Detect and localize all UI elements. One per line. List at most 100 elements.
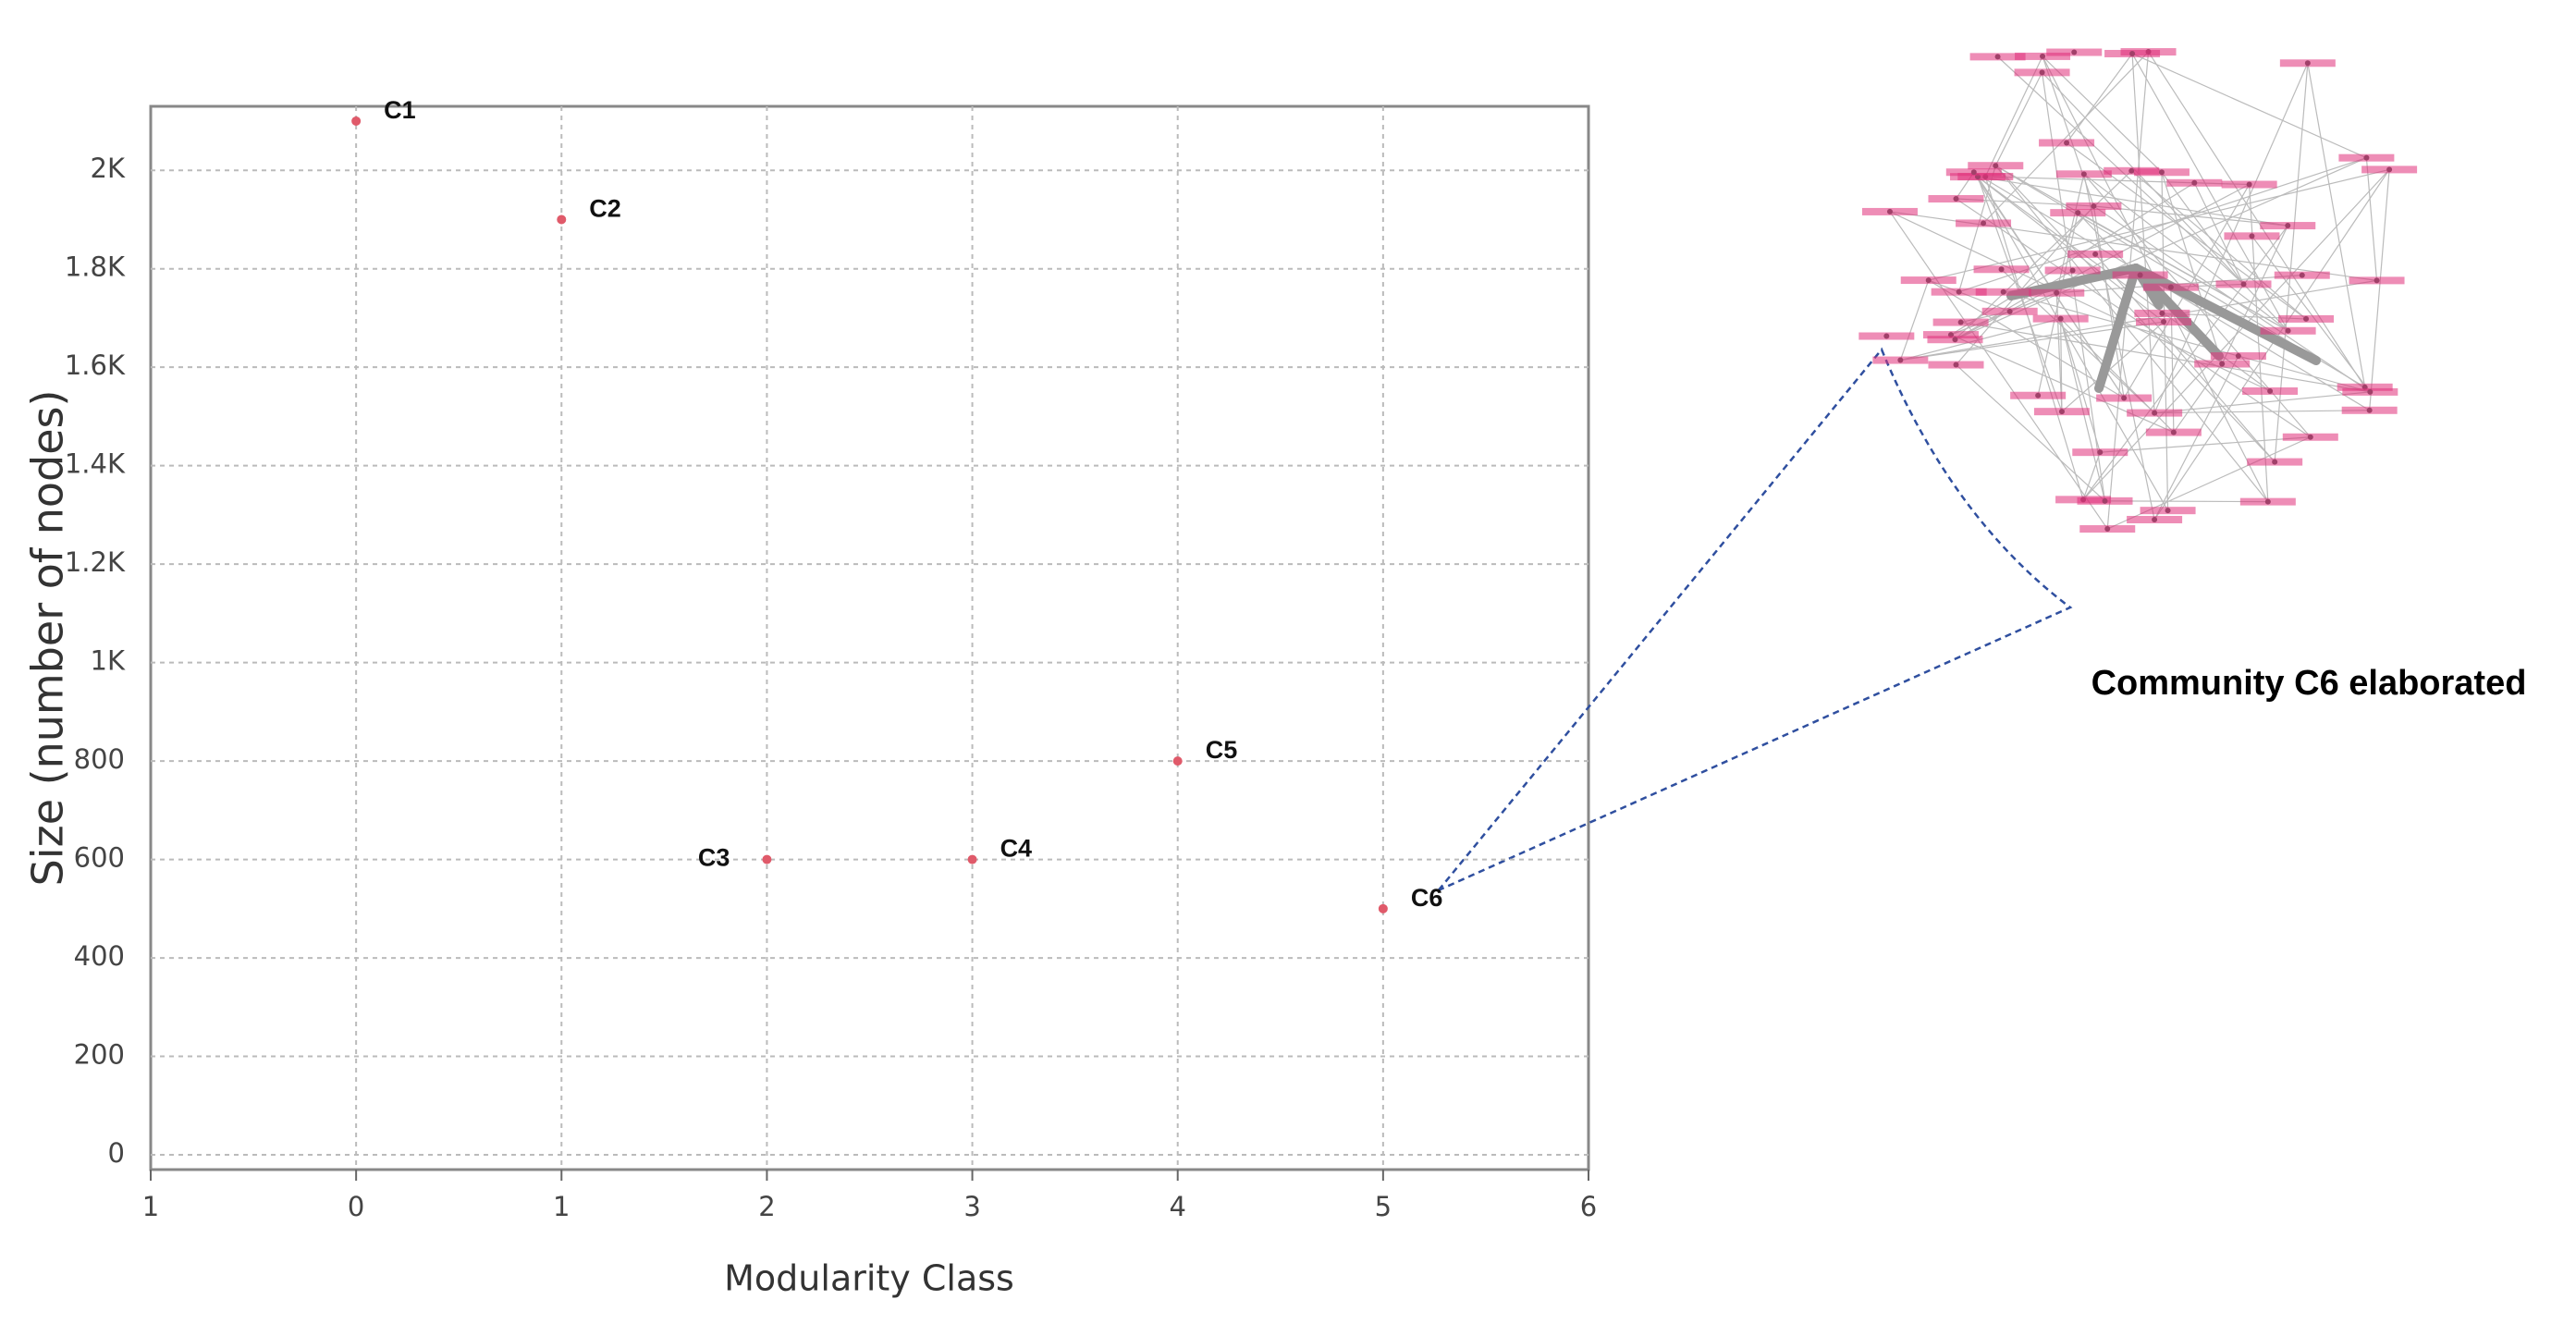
network-node-label xyxy=(2342,387,2398,396)
network-edge xyxy=(2066,53,2133,143)
y-tick-label: 1.6K xyxy=(65,349,126,381)
network-node-label xyxy=(2104,166,2160,175)
y-tick-label: 1.2K xyxy=(65,546,126,578)
network-edge xyxy=(2083,174,2155,521)
network-edge xyxy=(2365,157,2378,281)
network-node-label xyxy=(2278,314,2335,323)
network-node-label xyxy=(1872,356,1929,364)
network-node-label xyxy=(1975,288,2031,296)
network-node-label xyxy=(2055,170,2112,178)
network-edge xyxy=(2153,169,2390,521)
network-edge xyxy=(1956,198,2312,438)
network-node-label xyxy=(2133,168,2190,177)
network-node-label xyxy=(2127,409,2183,417)
network-node-label xyxy=(2096,394,2153,402)
point xyxy=(351,116,362,126)
network-node-label xyxy=(2260,222,2316,230)
network-edge xyxy=(1982,51,2149,224)
network-edge xyxy=(2221,225,2288,364)
network-node-label xyxy=(2029,288,2085,297)
network-node-label xyxy=(2166,178,2223,187)
network-node-label xyxy=(2134,309,2190,317)
network-node-label xyxy=(1945,168,2002,177)
network-node-label xyxy=(2349,276,2405,285)
network-node-label xyxy=(1956,219,2012,227)
y-tick-label: 1K xyxy=(91,645,126,677)
network-edge xyxy=(1958,166,1996,292)
network-edge xyxy=(2154,410,2370,414)
network-node-label xyxy=(2282,433,2338,441)
network-edge xyxy=(1984,55,2043,178)
network-edge xyxy=(1889,211,2108,530)
point-label: C2 xyxy=(589,195,621,223)
network-edge xyxy=(2093,205,2371,393)
point xyxy=(1378,903,1388,913)
network-node-label xyxy=(2194,360,2251,368)
network-node-label xyxy=(2142,283,2199,291)
network-node-label xyxy=(2341,406,2398,414)
network-node-label xyxy=(2338,153,2395,162)
x-tick-label: 1 xyxy=(553,1191,570,1222)
network-node-label xyxy=(2050,209,2106,217)
network-edge xyxy=(1928,279,2125,399)
network-node-label xyxy=(2224,232,2280,240)
network-node-label xyxy=(2077,496,2133,505)
network-node-label xyxy=(2279,59,2336,67)
network-edge xyxy=(1928,279,2010,313)
network-node-label xyxy=(1973,265,2030,274)
network-edge xyxy=(2060,318,2101,453)
network-edge xyxy=(1956,364,2105,502)
network-node-label xyxy=(2044,266,2101,275)
network-edge xyxy=(2037,212,2079,396)
network-node-label xyxy=(2215,280,2272,288)
network-node-label xyxy=(2066,202,2122,210)
y-tick-label: 200 xyxy=(74,1039,125,1071)
inset-title: Community C6 elaborated xyxy=(2091,664,2527,703)
network-node-label xyxy=(2127,515,2183,523)
network-edge xyxy=(2161,171,2245,285)
network-node-label xyxy=(2010,391,2067,399)
x-tick-label: 3 xyxy=(963,1191,980,1222)
point-label: C4 xyxy=(1000,835,1033,863)
y-axis-title: Size (number of nodes) xyxy=(23,390,73,887)
network-node-label xyxy=(2079,525,2136,533)
network-node-label xyxy=(1928,361,1984,369)
network-node-label xyxy=(2072,448,2128,457)
network-edge xyxy=(1994,165,2269,503)
network-edge xyxy=(2106,436,2312,530)
x-tick-label: 1 xyxy=(142,1191,159,1222)
y-tick-label: 800 xyxy=(74,743,125,775)
y-tick-label: 0 xyxy=(108,1137,125,1169)
point xyxy=(762,854,772,864)
network-edge xyxy=(2307,63,2366,387)
network-edge xyxy=(2082,168,2390,500)
point xyxy=(557,215,567,225)
y-tick-label: 1.8K xyxy=(65,251,126,283)
network-node-label xyxy=(2274,271,2330,279)
network-edge xyxy=(1899,279,1930,361)
network-node-label xyxy=(1949,173,2006,181)
network-edge xyxy=(2193,182,2245,285)
point xyxy=(967,854,977,864)
network-edge xyxy=(2083,173,2288,332)
network-hub-edge xyxy=(2094,264,2141,393)
y-tick-label: 2K xyxy=(91,153,126,184)
network-node-label xyxy=(2136,318,2192,326)
network-node-label xyxy=(2210,352,2266,361)
x-tick-label: 2 xyxy=(758,1191,775,1222)
point-label: C1 xyxy=(384,96,416,124)
network-edge xyxy=(2082,451,2101,500)
network-node-label xyxy=(1861,207,1918,215)
network-node-label xyxy=(2067,250,2124,258)
network-node-label xyxy=(2260,326,2316,335)
network-node-label xyxy=(1968,162,2024,170)
network-node-label xyxy=(2221,180,2277,189)
network-node-label xyxy=(1922,331,1979,339)
network-node-label xyxy=(2046,48,2103,56)
network-node-label xyxy=(1928,195,1984,203)
point-label: C5 xyxy=(1206,736,1238,764)
network-edge xyxy=(2148,51,2366,388)
network-node-label xyxy=(2247,458,2303,466)
network-edge xyxy=(2093,205,2288,227)
point-label: C6 xyxy=(1411,884,1443,912)
